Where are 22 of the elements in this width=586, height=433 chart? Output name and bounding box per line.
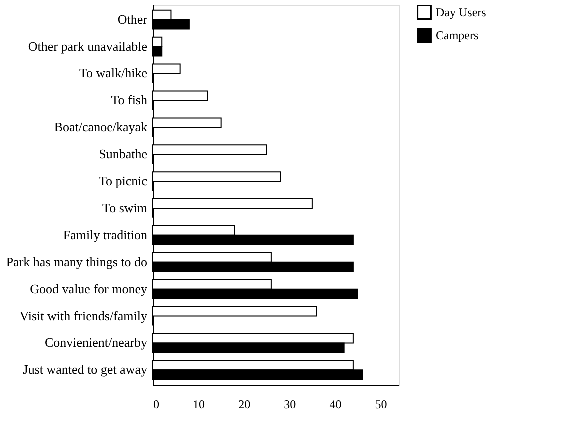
x-tick-label: 0 [154,398,160,412]
y-tick-label: Visit with friends/family [20,308,148,324]
y-tick-label: Just wanted to get away [23,362,148,378]
legend-label: Day Users [436,6,487,20]
x-tick-label: 20 [238,398,251,412]
y-tick-label: To walk/hike [79,66,148,81]
y-tick-label: Boat/canoe/kayak [54,120,148,135]
y-tick-label: Family tradition [63,227,148,242]
x-tick-label: 40 [330,398,342,412]
y-tick-label: To swim [102,200,148,216]
y-tick-label: Sunbathe [99,146,148,162]
y-tick-label: Good value for money [30,281,148,296]
x-tick-label: 10 [193,398,206,412]
y-tick-label: Convienient/nearby [44,335,148,350]
x-tick-label: 50 [375,398,388,412]
y-tick-label: To picnic [98,174,148,189]
y-tick-label: To fish [111,92,148,108]
y-tick-label: Park has many things to do [6,254,148,270]
x-tick-label: 30 [284,398,296,412]
y-tick-label: Other park unavailable [28,38,148,54]
legend-label: Campers [436,28,479,42]
y-tick-label: Other [118,12,148,27]
